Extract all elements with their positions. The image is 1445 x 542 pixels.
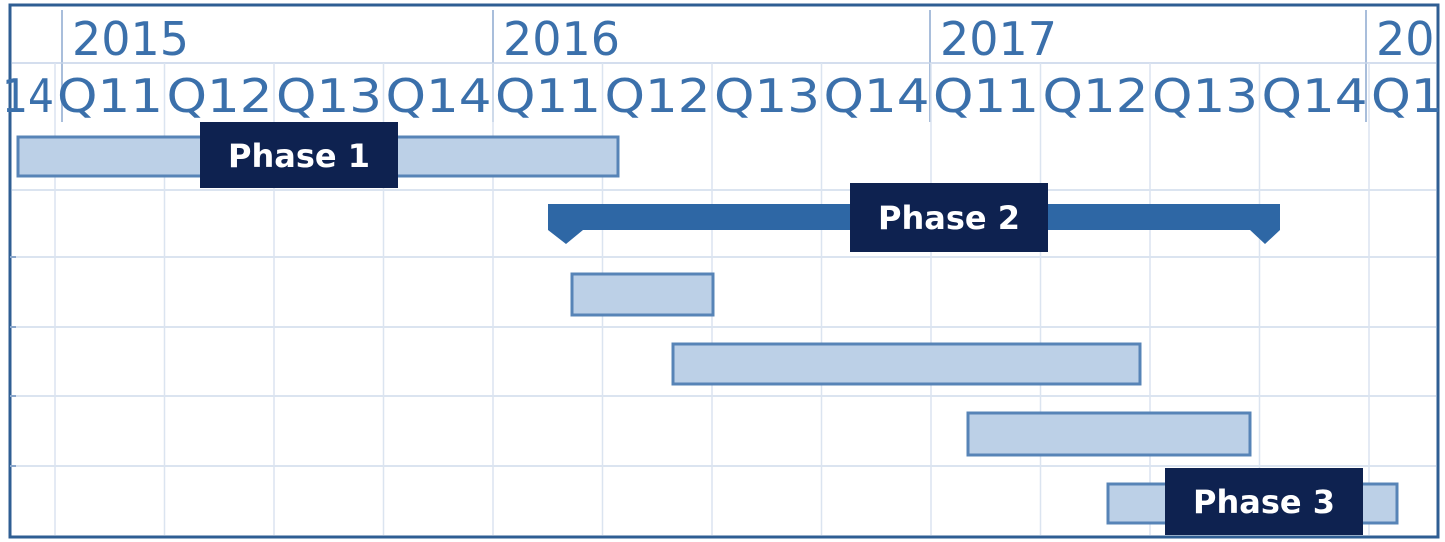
phase-label-box (1165, 468, 1363, 535)
task-bar (966, 411, 1252, 457)
quarter-label: Q12 (605, 69, 711, 123)
years: 2015 2016 2017 20 (72, 12, 1435, 66)
quarters: 14 Q11 Q12 Q13 Q14 Q11 Q12 Q13 Q14 Q11 Q12 Q13 Q14 Q1 (2, 69, 1443, 123)
quarter-label: Q11 (495, 69, 601, 123)
task-bar (570, 272, 715, 317)
left-ticks (10, 256, 16, 467)
task-bar (671, 342, 1142, 386)
quarter-label: Q13 (714, 69, 820, 123)
quarter-label: Q14 (386, 69, 492, 123)
quarter-label: Q14 (824, 69, 930, 123)
phase-label: Phase 3 (1193, 483, 1335, 521)
quarter-label: 14 (2, 69, 54, 123)
quarter-label: Q11 (57, 69, 163, 123)
quarter-label: Q12 (167, 69, 273, 123)
phase-label: Phase 2 (878, 199, 1020, 237)
quarter-label: Q13 (1152, 69, 1258, 123)
phase-label: Phase 1 (228, 137, 370, 175)
quarter-label: Q1 (1371, 69, 1443, 123)
year-label: 2016 (503, 12, 620, 66)
quarter-label: Q13 (276, 69, 382, 123)
year-label: 20 (1376, 12, 1435, 66)
year-label: 2017 (940, 12, 1057, 66)
phase-label-box (850, 183, 1048, 252)
phase-label-box (200, 122, 398, 188)
quarter-label: Q12 (1043, 69, 1149, 123)
year-label: 2015 (72, 12, 189, 66)
quarter-label: Q14 (1262, 69, 1368, 123)
quarter-label: Q11 (933, 69, 1039, 123)
